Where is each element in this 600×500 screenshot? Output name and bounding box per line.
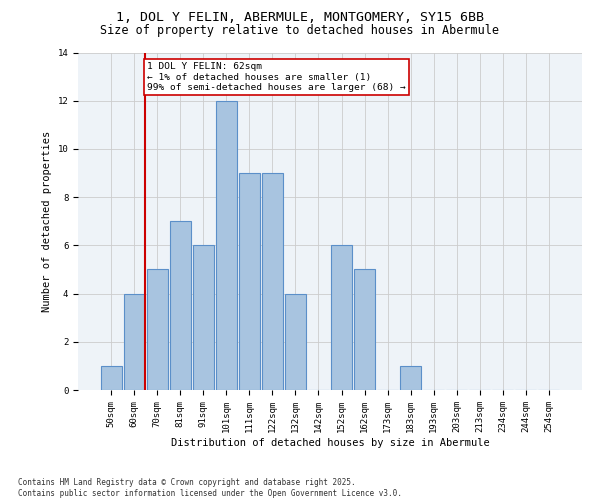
Text: Size of property relative to detached houses in Abermule: Size of property relative to detached ho… <box>101 24 499 37</box>
X-axis label: Distribution of detached houses by size in Abermule: Distribution of detached houses by size … <box>170 438 490 448</box>
Text: 1 DOL Y FELIN: 62sqm
← 1% of detached houses are smaller (1)
99% of semi-detache: 1 DOL Y FELIN: 62sqm ← 1% of detached ho… <box>147 62 406 92</box>
Bar <box>216 100 237 390</box>
Y-axis label: Number of detached properties: Number of detached properties <box>42 130 52 312</box>
Bar <box>239 173 260 390</box>
Bar <box>101 366 122 390</box>
Bar <box>354 270 375 390</box>
Bar <box>193 246 214 390</box>
Text: 1, DOL Y FELIN, ABERMULE, MONTGOMERY, SY15 6BB: 1, DOL Y FELIN, ABERMULE, MONTGOMERY, SY… <box>116 11 484 24</box>
Text: Contains HM Land Registry data © Crown copyright and database right 2025.
Contai: Contains HM Land Registry data © Crown c… <box>18 478 402 498</box>
Bar <box>124 294 145 390</box>
Bar <box>147 270 167 390</box>
Bar <box>170 222 191 390</box>
Bar <box>262 173 283 390</box>
Bar <box>331 246 352 390</box>
Bar <box>400 366 421 390</box>
Bar <box>285 294 306 390</box>
